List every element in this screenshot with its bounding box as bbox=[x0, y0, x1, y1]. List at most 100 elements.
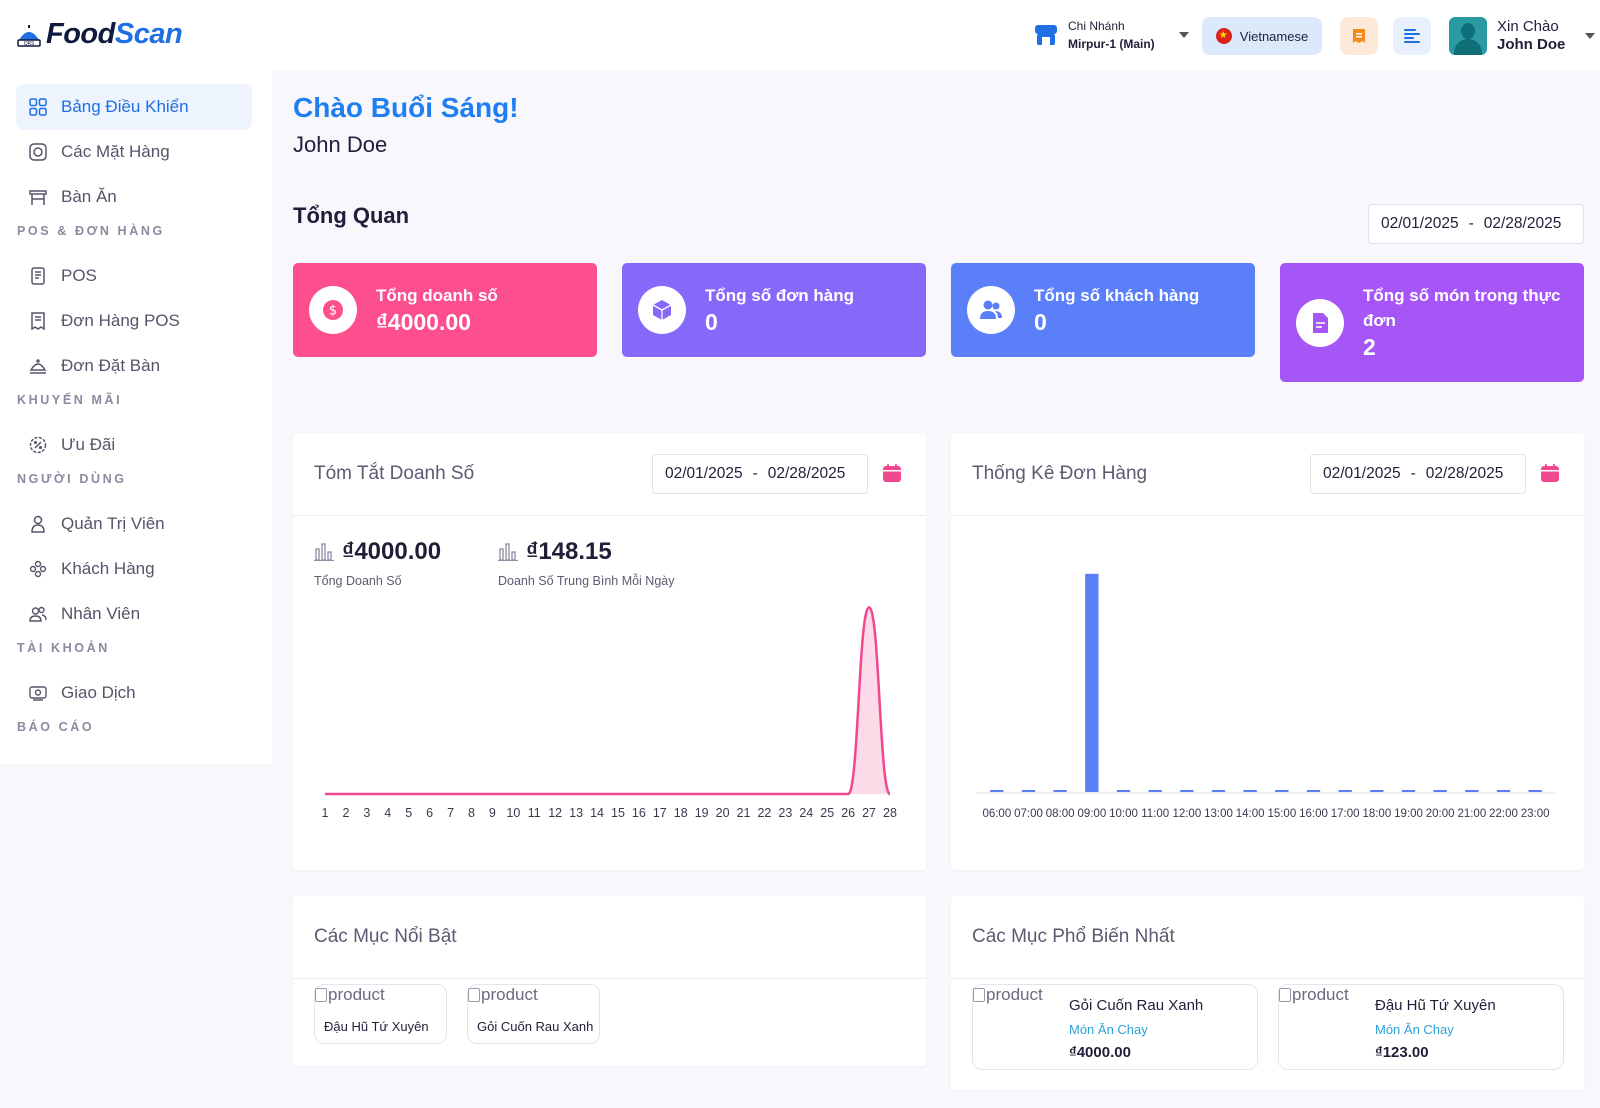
x-tick-label: 21:00 bbox=[1457, 808, 1486, 820]
broken-image-icon bbox=[1279, 988, 1291, 1002]
x-tick-label: 24 bbox=[799, 806, 813, 820]
receipt-icon bbox=[1353, 29, 1365, 43]
order-bar-09:00 bbox=[1085, 573, 1099, 792]
sales-date-range-input[interactable]: 02/01/2025 - 02/28/2025 bbox=[652, 454, 868, 494]
greeting-user-name: John Doe bbox=[293, 132, 388, 157]
stat-card-total-sales: $ Tổng doanh số ₫4000.00 bbox=[293, 263, 597, 357]
order-bar-19:00 bbox=[1401, 790, 1416, 792]
featured-item-card[interactable]: product Đậu Hũ Tứ Xuyên bbox=[314, 984, 447, 1044]
orders-date-range-input[interactable]: 02/01/2025 - 02/28/2025 bbox=[1310, 454, 1526, 494]
sales-series-line bbox=[325, 606, 892, 796]
pos-icon bbox=[31, 267, 45, 285]
chevron-down-icon bbox=[1178, 32, 1189, 38]
sidebar-section-accounts: TÀI KHOẢN bbox=[17, 641, 110, 655]
x-tick-label: 23:00 bbox=[1521, 808, 1550, 820]
stat-card-total-customers: Tổng số khách hàng 0 bbox=[951, 263, 1255, 357]
orders-bar-chart: 06:00 07:00 08:00 09:00 10:00 11:00 12:00 13:00… bbox=[976, 573, 1556, 820]
stat-value: 0 bbox=[705, 309, 718, 335]
orders-shortcut-button[interactable] bbox=[1340, 17, 1378, 55]
popular-item-category: Món Ăn Chay bbox=[1069, 1022, 1148, 1037]
order-bar-18:00 bbox=[1370, 790, 1384, 792]
sidebar-item-tables[interactable]: Bàn Ăn bbox=[16, 174, 252, 220]
x-tick-label: 08:00 bbox=[1046, 808, 1075, 820]
calendar-icon[interactable] bbox=[882, 463, 902, 483]
x-tick-label: 13:00 bbox=[1204, 808, 1233, 820]
sidebar-item-pos[interactable]: POS bbox=[16, 253, 252, 299]
stat-label: Tổng doanh số bbox=[376, 286, 498, 305]
user-menu[interactable]: Xin Chào John Doe bbox=[1449, 17, 1596, 55]
sidebar-item-reservations[interactable]: Đơn Đặt Bàn bbox=[16, 343, 252, 389]
sidebar-item-label: Bàn Ăn bbox=[61, 187, 117, 206]
employees-icon bbox=[29, 606, 47, 622]
stat-value: 0 bbox=[1034, 309, 1047, 335]
x-tick-label: 22:00 bbox=[1489, 808, 1518, 820]
order-bar-06:00 bbox=[990, 790, 1004, 792]
calendar-icon[interactable] bbox=[1540, 463, 1560, 483]
store-icon bbox=[1035, 25, 1057, 45]
order-stats-panel: Thống Kê Đơn Hàng 02/01/2025 - 02/28/202… bbox=[951, 433, 1584, 870]
vietnam-flag-icon bbox=[1215, 28, 1232, 44]
summary-value: ₫148.15 bbox=[526, 538, 612, 565]
x-tick-label: 4 bbox=[384, 806, 391, 820]
x-tick-label: 18:00 bbox=[1362, 808, 1391, 820]
dashboard-icon bbox=[29, 98, 47, 116]
image-alt: product bbox=[1292, 985, 1349, 1004]
image-alt: product bbox=[986, 985, 1043, 1004]
sidebar-item-admins[interactable]: Quản Trị Viên bbox=[16, 501, 252, 547]
date-start: 02/01/2025 bbox=[1323, 465, 1401, 482]
x-tick-label: 10:00 bbox=[1109, 808, 1138, 820]
x-tick-label: 17:00 bbox=[1331, 808, 1360, 820]
x-tick-label: 19 bbox=[695, 806, 709, 820]
panel-title: Các Mục Nổi Bật bbox=[314, 926, 457, 947]
sidebar-item-offers[interactable]: Ưu Đãi bbox=[16, 422, 252, 468]
avatar bbox=[1449, 17, 1487, 55]
overview-date-range-input[interactable]: 02/01/2025 - 02/28/2025 bbox=[1368, 204, 1584, 244]
order-bar-11:00 bbox=[1148, 790, 1162, 792]
popular-item-card[interactable]: product Đậu Hũ Tứ Xuyên Món Ăn Chay ₫123… bbox=[1278, 984, 1564, 1070]
branch-value: Mirpur-1 (Main) bbox=[1068, 37, 1155, 51]
x-tick-label: 26 bbox=[841, 806, 855, 820]
sidebar-item-customers[interactable]: Khách Hàng bbox=[16, 546, 252, 592]
x-tick-label: 17 bbox=[653, 806, 667, 820]
order-bar-07:00 bbox=[1021, 790, 1036, 792]
broken-image-icon bbox=[468, 988, 480, 1002]
logo[interactable]: QRS FoodScan bbox=[16, 18, 183, 51]
sidebar-item-dashboard[interactable]: Bảng Điều Khiển bbox=[16, 84, 252, 130]
sidebar-item-items[interactable]: Các Mặt Hàng bbox=[16, 129, 252, 175]
x-tick-label: 8 bbox=[468, 806, 475, 820]
order-bar-14:00 bbox=[1243, 790, 1257, 792]
x-tick-label: 1 bbox=[322, 806, 329, 820]
sidebar-item-transactions[interactable]: Giao Dịch bbox=[16, 670, 252, 716]
featured-item-card[interactable]: product Gỏi Cuốn Rau Xanh bbox=[467, 984, 600, 1044]
order-bar-21:00 bbox=[1465, 790, 1479, 792]
customers-icon bbox=[29, 560, 47, 578]
box-icon bbox=[638, 286, 686, 334]
x-tick-label: 18 bbox=[674, 806, 688, 820]
stat-label: Tổng số khách hàng bbox=[1034, 286, 1200, 305]
language-button[interactable]: Vietnamese bbox=[1202, 17, 1322, 55]
sales-summary-panel: Tóm Tắt Doanh Số 02/01/2025 - 02/28/2025 bbox=[293, 433, 926, 870]
sidebar-item-employees[interactable]: Nhân Viên bbox=[16, 591, 252, 637]
branch-selector[interactable]: Chi Nhánh Mirpur-1 (Main) bbox=[1034, 17, 1189, 53]
x-tick-label: 16 bbox=[632, 806, 646, 820]
date-end: 02/28/2025 bbox=[1483, 215, 1562, 232]
popular-item-card[interactable]: product Gỏi Cuốn Rau Xanh Món Ăn Chay ₫4… bbox=[972, 984, 1258, 1070]
panel-title: Thống Kê Đơn Hàng bbox=[972, 463, 1148, 484]
x-tick-label: 20:00 bbox=[1426, 808, 1455, 820]
bar-chart-icon bbox=[498, 543, 518, 561]
sidebar-item-label: Đơn Hàng POS bbox=[61, 311, 180, 330]
x-tick-label: 7 bbox=[447, 806, 454, 820]
logo-text-food: Food bbox=[46, 18, 115, 50]
order-bar-10:00 bbox=[1116, 790, 1131, 792]
x-tick-label: 06:00 bbox=[982, 808, 1011, 820]
x-tick-label: 10 bbox=[506, 806, 520, 820]
product-image: product bbox=[1279, 985, 1349, 1005]
menu-doc-icon bbox=[1296, 299, 1344, 347]
x-tick-label: 16:00 bbox=[1299, 808, 1328, 820]
featured-item-name: Đậu Hũ Tứ Xuyên bbox=[324, 1019, 429, 1034]
offer-icon bbox=[29, 436, 47, 454]
x-tick-label: 15:00 bbox=[1267, 808, 1296, 820]
sidebar-item-label: Giao Dịch bbox=[61, 683, 136, 702]
sidebar-toggle-button[interactable] bbox=[1393, 17, 1431, 55]
sidebar-item-pos-orders[interactable]: Đơn Hàng POS bbox=[16, 298, 252, 344]
